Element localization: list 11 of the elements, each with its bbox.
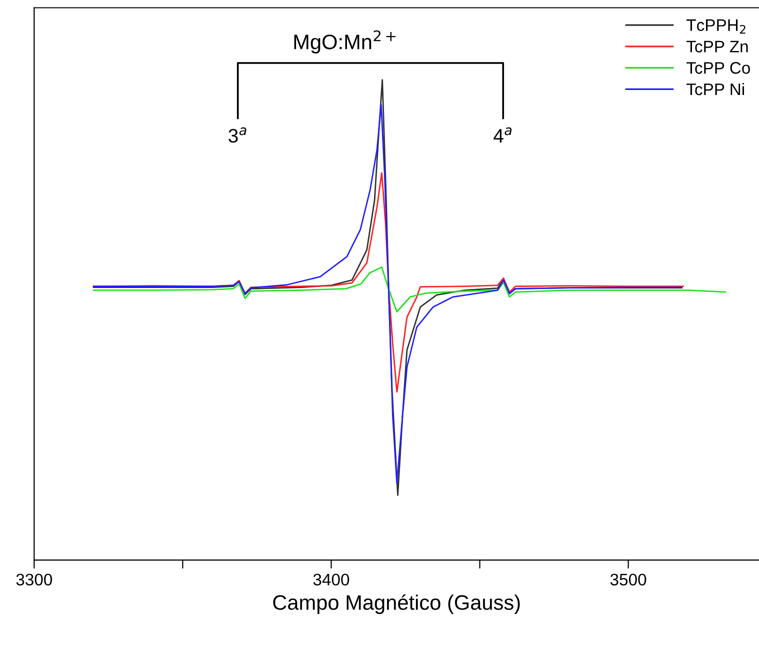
legend-label: TcPP Ni (686, 82, 744, 96)
annotation: 3$^{a}$ (228, 127, 246, 143)
x-tick-label: 3500 (610, 574, 646, 586)
text: MgO:Mn$^{2+}$ (294, 30, 396, 54)
annotation: 4$^{a}$ (494, 127, 512, 142)
legend-label: TcPP Zn (686, 40, 748, 52)
x-tick-label: 3300 (16, 574, 52, 586)
x-tick-label: 3400 (313, 574, 350, 586)
x-axis-title: Campo Magnético (Gauss) (273, 594, 520, 614)
legend-label: TcPPH$_{2}$ (686, 19, 746, 34)
legend-label: TcPP Co (686, 62, 750, 74)
